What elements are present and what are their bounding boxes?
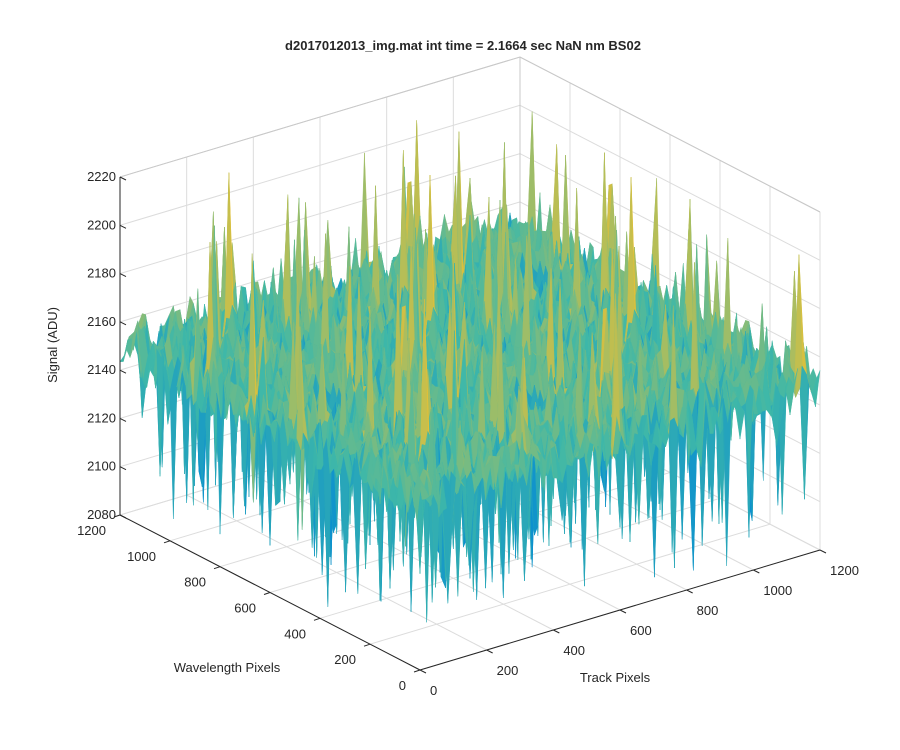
surface-mesh <box>119 111 821 623</box>
grid-line <box>369 523 771 645</box>
